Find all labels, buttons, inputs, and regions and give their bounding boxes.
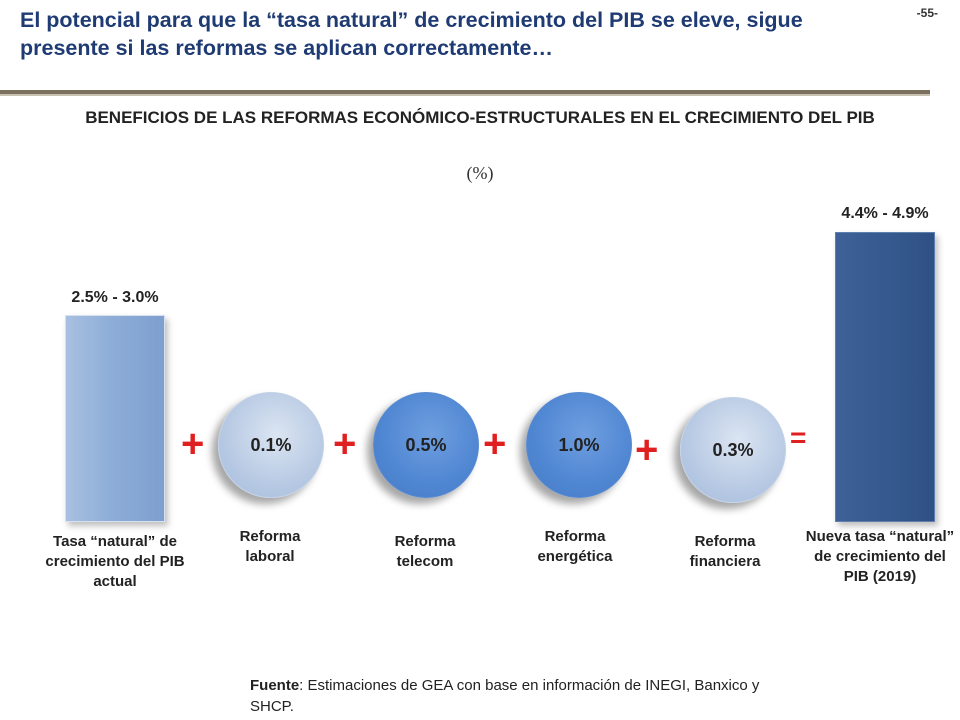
chart-unit: (%) (466, 163, 494, 183)
slide-headline: El potencial para que la “tasa natural” … (20, 8, 803, 60)
equals-sign: = (790, 422, 807, 453)
source-text: : Estimaciones de GEA con base en inform… (250, 677, 760, 715)
component-value-laboral: 0.1% (250, 434, 292, 455)
category-label-new: Nueva tasa “natural” de crecimiento del … (805, 528, 955, 585)
category-label-telecom: Reforma telecom (394, 533, 456, 570)
page-number: -55- (916, 6, 938, 20)
category-label-current: Tasa “natural” de crecimiento del PIB ac… (45, 533, 185, 590)
component-circle-energetica: 1.0% (526, 392, 632, 498)
plus-sign-1: + (181, 422, 205, 466)
component-circle-telecom: 0.5% (373, 392, 479, 498)
component-circle-financiera: 0.3% (680, 397, 786, 503)
plus-sign-4: + (635, 428, 659, 472)
category-label-financiera: Reforma financiera (689, 533, 761, 570)
chart-title: BENEFICIOS DE LAS REFORMAS ECONÓMICO-EST… (85, 108, 875, 127)
source-label: Fuente (250, 677, 300, 694)
source-note: Fuente: Estimaciones de GEA con base en … (250, 675, 770, 717)
component-circle-laboral: 0.1% (218, 392, 324, 498)
header-divider (0, 90, 930, 94)
category-label-laboral: Reforma laboral (239, 528, 301, 565)
plus-sign-2: + (333, 422, 357, 466)
plus-sign-3: + (483, 422, 507, 466)
header-divider-shadow (0, 94, 930, 96)
category-label-energetica: Reforma energética (537, 528, 613, 565)
component-value-financiera: 0.3% (712, 439, 754, 460)
bar-value-label-new: 4.4% - 4.9% (841, 205, 929, 222)
bar-new-rate (835, 232, 935, 522)
component-value-telecom: 0.5% (405, 434, 447, 455)
bar-value-label-current: 2.5% - 3.0% (71, 289, 159, 306)
bar-current-rate (65, 315, 165, 522)
component-value-energetica: 1.0% (558, 434, 600, 455)
